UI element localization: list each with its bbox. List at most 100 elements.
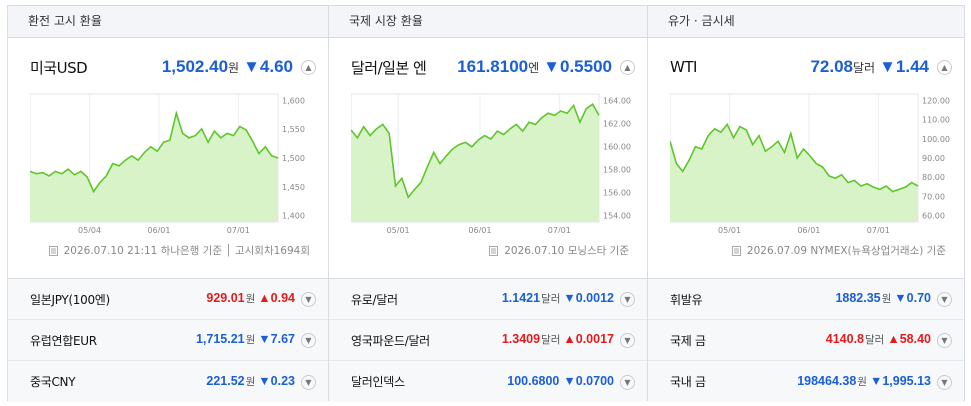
chevron-down-icon[interactable]: ▼ [937, 333, 952, 348]
y-tick-label: 80.00 [922, 173, 945, 182]
divider [8, 278, 328, 279]
rate-list: 휘발유 1882.35 원 ▼0.70 ▼ 국제 금 4140.8 달러 ▲58.40 ▼ … [648, 279, 964, 402]
y-tick-label: 90.00 [922, 154, 945, 163]
chevron-down-icon[interactable]: ▼ [937, 374, 952, 390]
quote-unit: 원 [228, 61, 240, 75]
item-name[interactable]: 휘발유 [670, 292, 703, 307]
column-header: 국제 시장 환율 [329, 6, 647, 38]
item-name[interactable]: 중국CNY [30, 375, 76, 389]
item-price: 198464.38 [797, 373, 857, 388]
chevron-down-icon[interactable]: ▼ [620, 374, 635, 390]
chevron-down-icon[interactable]: ▼ [301, 374, 316, 390]
chevron-down-icon[interactable]: ▼ [620, 292, 635, 307]
line-chart: 1,600 1,550 1,500 1,450 1,400 05/04 06/01 07/01 [29, 88, 310, 237]
main-quote[interactable]: 미국USD 1,502.40 원 ▼4.60 ▲ [30, 55, 316, 79]
item-price: 1.3409 [501, 332, 541, 346]
chevron-up-icon[interactable]: ▲ [301, 60, 316, 75]
item-change: ▲58.40 [887, 332, 931, 346]
item-change: ▼0.23 [258, 373, 295, 388]
chart-area [670, 124, 918, 222]
x-tick-label: 05/01 [718, 226, 741, 233]
item-price: 929.01 [206, 291, 245, 305]
quote-price: 1,502.40 [161, 57, 229, 76]
item-unit: 달러 [541, 293, 561, 305]
list-item[interactable]: 달러인덱스 100.6800 ▼0.0700 ▼ [329, 361, 647, 402]
quote-name[interactable]: 미국USD [30, 58, 88, 77]
y-tick-label: 1,600 [282, 96, 305, 105]
chart-area [30, 113, 278, 222]
main-quote[interactable]: WTI 72.08 달러 ▼1.44 ▲ [670, 55, 952, 79]
item-price: 1882.35 [835, 291, 881, 305]
quote-price: 161.8100 [457, 57, 529, 76]
item-name[interactable]: 달러인덱스 [351, 375, 405, 389]
chevron-up-icon[interactable]: ▲ [620, 60, 635, 75]
chevron-down-icon[interactable]: ▼ [620, 333, 635, 348]
source-note: 2026.07.10 21:11 하나은행 기준 │ 고시회차1694회 [48, 243, 310, 258]
y-tick-label: 160.00 [603, 142, 631, 151]
column-exchange-notice: 환전 고시 환율 미국USD 1,502.40 원 ▼4.60 ▲ 1,600 1… [8, 6, 328, 402]
item-name[interactable]: 국내 금 [670, 375, 706, 389]
chart-line [350, 103, 600, 199]
item-unit: 원 [881, 293, 892, 305]
main-quote[interactable]: 달러/일본 엔 161.8100 엔 ▼0.5500 ▲ [351, 55, 635, 79]
y-tick-label: 164.00 [603, 96, 631, 105]
quote-name[interactable]: WTI [670, 58, 697, 76]
y-tick-label: 70.00 [922, 192, 945, 201]
y-tick-label: 156.00 [603, 189, 631, 198]
item-unit: 달러 [541, 334, 561, 346]
item-change: ▼0.70 [894, 291, 931, 305]
item-unit: 원 [245, 375, 256, 388]
item-name[interactable]: 국제 금 [670, 333, 706, 348]
list-item[interactable]: 국제 금 4140.8 달러 ▲58.40 ▼ [648, 320, 964, 361]
list-item[interactable]: 유로/달러 1.1421 달러 ▼0.0012 ▼ [329, 279, 647, 320]
item-unit: 원 [245, 334, 256, 346]
rate-list: 유로/달러 1.1421 달러 ▼0.0012 ▼ 영국파운드/달러 1.3409 달러… [329, 279, 647, 402]
list-item[interactable]: 일본JPY(100엔) 929.01 원 ▲0.94 ▼ [8, 279, 328, 320]
chevron-down-icon[interactable]: ▼ [937, 292, 952, 307]
quote-name[interactable]: 달러/일본 엔 [351, 58, 427, 77]
x-tick-label: 05/04 [78, 226, 101, 233]
exchange-rate-widget: 환전 고시 환율 미국USD 1,502.40 원 ▼4.60 ▲ 1,600 1… [7, 5, 965, 402]
item-price: 1,715.21 [195, 332, 245, 346]
item-price: 100.6800 [507, 373, 560, 388]
list-item[interactable]: 휘발유 1882.35 원 ▼0.70 ▼ [648, 279, 964, 320]
y-tick-label: 1,450 [282, 183, 305, 192]
y-tick-label: 120.00 [922, 96, 950, 105]
document-icon [48, 245, 58, 256]
document-icon [731, 245, 741, 256]
y-tick-label: 162.00 [603, 119, 631, 128]
item-unit: 달러 [865, 334, 885, 346]
chart-svg: 120.00 110.00 100.00 90.00 80.00 70.00 60.00 05… [669, 93, 950, 235]
chevron-down-icon[interactable]: ▼ [301, 333, 316, 348]
item-unit: 원 [857, 375, 867, 388]
chevron-down-icon[interactable]: ▼ [301, 292, 316, 307]
item-name[interactable]: 일본JPY(100엔) [30, 292, 110, 307]
item-change: ▲0.0017 [563, 332, 614, 346]
list-item[interactable]: 국내 금 198464.38 원 ▼1,995.13 ▼ [648, 361, 964, 402]
list-item[interactable]: 영국파운드/달러 1.3409 달러 ▲0.0017 ▼ [329, 320, 647, 361]
column-header: 유가 · 금시세 [648, 6, 964, 38]
y-tick-label: 110.00 [922, 116, 950, 125]
item-name[interactable]: 유로/달러 [351, 292, 398, 307]
source-text: 2026.07.10 모닝스타 기준 [504, 245, 629, 257]
list-item[interactable]: 유럽연합EUR 1,715.21 원 ▼7.67 ▼ [8, 320, 328, 361]
item-name[interactable]: 영국파운드/달러 [351, 333, 430, 348]
line-chart: 164.00 162.00 160.00 158.00 156.00 154.00 05/0… [350, 88, 631, 237]
y-tick-label: 1,400 [282, 212, 305, 221]
chart-line [669, 122, 919, 193]
y-tick-label: 60.00 [922, 212, 945, 221]
source-text: 2026.07.09 NYMEX(뉴욕상업거래소) 기준 [746, 245, 946, 257]
document-icon [489, 245, 499, 256]
y-tick-label: 1,550 [282, 125, 305, 134]
y-tick-label: 154.00 [603, 212, 631, 221]
source-note: 2026.07.09 NYMEX(뉴욕상업거래소) 기준 [731, 243, 946, 258]
x-tick-label: 07/01 [227, 226, 250, 233]
item-change: ▼1,995.13 [869, 373, 931, 388]
quote-change: ▼0.5500 [543, 57, 612, 76]
item-change: ▼7.67 [258, 332, 295, 346]
chevron-up-icon[interactable]: ▲ [937, 60, 952, 75]
list-item[interactable]: 중국CNY 221.52 원 ▼0.23 ▼ [8, 361, 328, 402]
x-tick-label: 06/01 [797, 226, 820, 233]
item-name[interactable]: 유럽연합EUR [30, 333, 97, 348]
column-oil-gold: 유가 · 금시세 WTI 72.08 달러 ▼1.44 ▲ 120.00 110.… [647, 6, 964, 402]
